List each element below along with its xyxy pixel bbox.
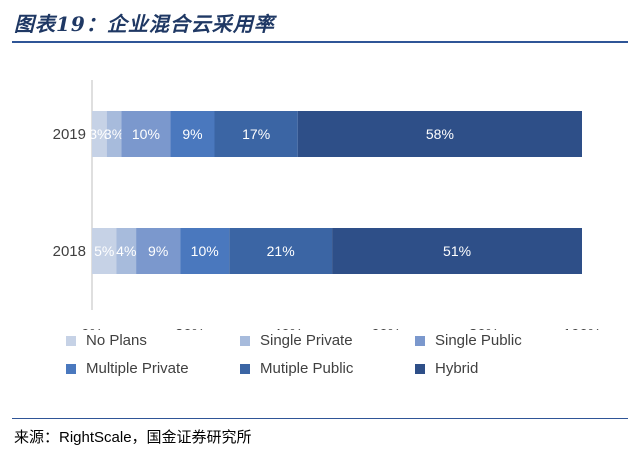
x-tick-label: 20% (175, 326, 205, 330)
bar-segment (92, 111, 107, 157)
data-label: 51% (443, 243, 471, 259)
legend-item: Multiple Private (66, 360, 189, 377)
data-label: 3% (89, 126, 109, 142)
footer-divider (12, 418, 628, 419)
data-label: 9% (148, 243, 168, 259)
legend-label: Single Private (260, 332, 353, 349)
data-label: 17% (242, 126, 270, 142)
data-label: 58% (426, 126, 454, 142)
legend-item: No Plans (66, 332, 147, 349)
legend-label: Single Public (435, 332, 522, 349)
source-note: 来源：RightScale，国金证券研究所 (14, 429, 252, 446)
bar-segment (116, 228, 137, 274)
data-label: 10% (132, 126, 160, 142)
x-tick-label: 0% (81, 326, 103, 330)
data-label: 5% (94, 243, 114, 259)
bar-segment (297, 111, 582, 157)
legend-label: Hybrid (435, 360, 479, 377)
data-label: 4% (116, 243, 136, 259)
category-label: 2018 (53, 243, 86, 260)
bar-segment (92, 228, 117, 274)
legend-label: Mutiple Public (260, 360, 354, 377)
data-label: 10% (191, 243, 219, 259)
bar-segment (229, 228, 333, 274)
legend-label: No Plans (86, 332, 147, 349)
legend-item: Single Private (240, 332, 353, 349)
legend-swatch (66, 363, 76, 374)
stacked-bar-chart: 3%3% 10% 9% 17% 58% 2019 5%4% 9% 10% 21% 51% 2018 0%… (53, 80, 601, 330)
bar-segment (106, 111, 122, 157)
legend-item: Single Public (415, 332, 522, 349)
category-label: 2019 (53, 126, 86, 143)
bar-segment (332, 228, 582, 274)
legend-label: Multiple Private (86, 360, 189, 377)
bar-segment (121, 111, 171, 157)
bar-segment (214, 111, 298, 157)
data-label: 21% (267, 243, 295, 259)
bar-segment (136, 228, 181, 274)
bar-segment (170, 111, 215, 157)
legend-item: Hybrid (415, 360, 478, 377)
x-tick-label: 40% (273, 326, 303, 330)
legend-swatch (66, 335, 76, 346)
legend-swatch (415, 363, 425, 374)
x-tick-label: 100% (563, 326, 601, 330)
data-label: 9% (182, 126, 202, 142)
x-tick-label: 80% (469, 326, 499, 330)
legend-item: Mutiple Public (240, 360, 353, 377)
data-label: 3% (104, 126, 124, 142)
bar-segment (180, 228, 230, 274)
legend-swatch (240, 335, 250, 346)
x-tick-label: 60% (371, 326, 401, 330)
chart-title: 图表19：企业混合云采用率 (14, 12, 275, 36)
legend-swatch (415, 335, 425, 346)
title-divider (12, 41, 628, 43)
legend-swatch (240, 363, 250, 374)
